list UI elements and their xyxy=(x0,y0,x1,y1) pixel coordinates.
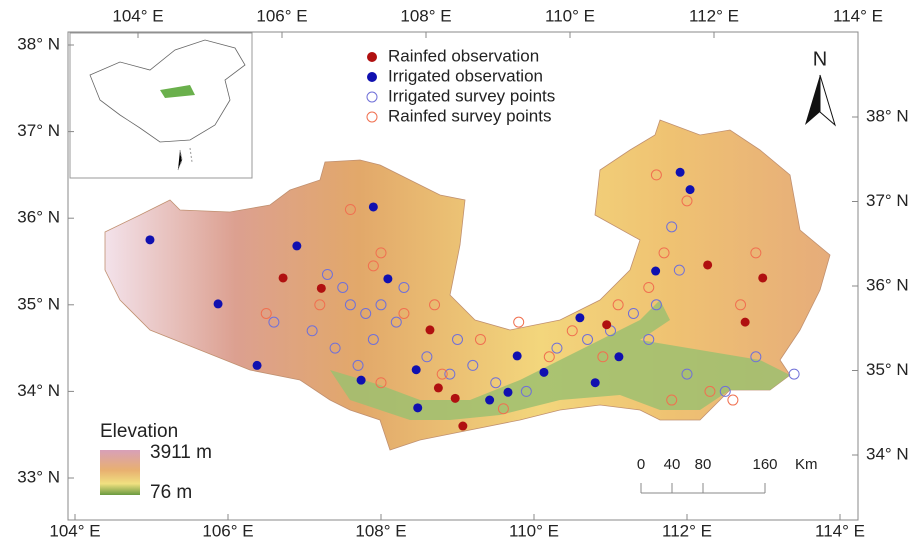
legend-label: Irrigated survey points xyxy=(388,86,555,105)
survey-point xyxy=(369,202,378,211)
survey-point xyxy=(575,313,584,322)
lat-label: 33° N xyxy=(17,467,60,486)
legend-marker xyxy=(367,72,377,82)
survey-point xyxy=(412,365,421,374)
survey-point xyxy=(451,394,460,403)
survey-point xyxy=(145,235,154,244)
survey-point xyxy=(503,388,512,397)
survey-point xyxy=(539,368,548,377)
survey-point xyxy=(425,325,434,334)
survey-point xyxy=(741,318,750,327)
legend-label: Rainfed observation xyxy=(388,46,539,65)
survey-point xyxy=(485,396,494,405)
lon-label: 104° E xyxy=(49,521,100,540)
scale-label: 160 xyxy=(752,456,777,473)
lon-label: 114° E xyxy=(815,521,865,540)
lat-label: 37° N xyxy=(866,191,909,210)
lon-label: 114° E xyxy=(833,6,883,25)
survey-point xyxy=(614,352,623,361)
survey-point xyxy=(413,403,422,412)
inset-map xyxy=(70,33,252,178)
legend-label: Rainfed survey points xyxy=(388,106,551,125)
lat-label: 34° N xyxy=(17,381,60,400)
survey-point xyxy=(214,299,223,308)
survey-point xyxy=(703,260,712,269)
elevation-min: 76 m xyxy=(150,482,192,503)
elevation-max: 3911 m xyxy=(150,442,212,463)
lat-label: 36° N xyxy=(866,275,909,294)
survey-point xyxy=(513,351,522,360)
lat-label: 37° N xyxy=(17,121,60,140)
lon-label: 104° E xyxy=(112,6,163,25)
elevation-title: Elevation xyxy=(100,421,178,442)
lon-label: 112° E xyxy=(662,521,712,540)
survey-point xyxy=(676,168,685,177)
survey-point xyxy=(591,378,600,387)
lon-label: 108° E xyxy=(400,6,451,25)
survey-point xyxy=(602,320,611,329)
lon-label: 108° E xyxy=(355,521,406,540)
survey-point xyxy=(279,273,288,282)
elevation-ramp xyxy=(100,450,140,495)
scale-label: 0 xyxy=(637,456,645,473)
survey-point xyxy=(758,273,767,282)
survey-point xyxy=(292,241,301,250)
survey-point xyxy=(434,383,443,392)
lat-label: 38° N xyxy=(17,34,60,53)
survey-point xyxy=(383,274,392,283)
survey-point xyxy=(357,376,366,385)
lat-label: 38° N xyxy=(866,106,909,125)
scale-label: 80 xyxy=(695,456,712,473)
lon-label: 110° E xyxy=(545,6,595,25)
scale-label: 40 xyxy=(664,456,681,473)
lat-label: 35° N xyxy=(866,360,909,379)
north-label: N xyxy=(813,48,827,70)
survey-point xyxy=(686,185,695,194)
survey-point xyxy=(317,284,326,293)
map: N Elevation 3911 m 76 m Km 104° E 106° E 1… xyxy=(0,0,923,547)
lat-label: 35° N xyxy=(17,294,60,313)
lon-label: 112° E xyxy=(689,6,739,25)
lat-label: 36° N xyxy=(17,208,60,227)
legend-marker xyxy=(367,52,377,62)
legend-label: Irrigated observation xyxy=(388,66,543,85)
scale-unit: Km xyxy=(795,456,818,473)
lon-label: 106° E xyxy=(202,521,253,540)
survey-point xyxy=(253,361,262,370)
lon-label: 106° E xyxy=(256,6,307,25)
lon-label: 110° E xyxy=(509,521,559,540)
survey-point xyxy=(651,267,660,276)
survey-point xyxy=(458,422,467,431)
lat-label: 34° N xyxy=(866,444,909,463)
